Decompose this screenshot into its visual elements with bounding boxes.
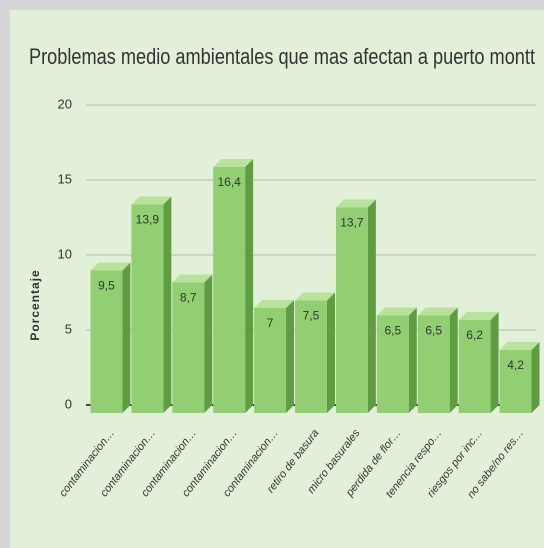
value-label: 13,9 bbox=[136, 213, 160, 227]
y-tick-label: 0 bbox=[65, 396, 72, 411]
value-label: 4,2 bbox=[507, 358, 524, 372]
bar bbox=[90, 270, 123, 413]
bar bbox=[417, 315, 450, 413]
y-tick-label: 20 bbox=[58, 96, 72, 111]
bar-side bbox=[408, 307, 417, 413]
bar-top bbox=[295, 292, 335, 301]
bar-top bbox=[417, 307, 458, 316]
value-label: 13,7 bbox=[340, 216, 364, 230]
y-axis-label: Porcentaje bbox=[28, 269, 42, 340]
value-label: 6,5 bbox=[425, 324, 442, 338]
bar-side bbox=[163, 196, 172, 413]
bar bbox=[499, 350, 532, 413]
bar-top bbox=[90, 262, 131, 271]
value-label: 7,5 bbox=[303, 309, 320, 323]
bar-side bbox=[490, 312, 499, 413]
value-label: 8,7 bbox=[180, 291, 197, 305]
bar-top bbox=[213, 159, 254, 167]
bar-side bbox=[531, 342, 540, 413]
bar-side bbox=[245, 159, 254, 413]
value-label: 6,2 bbox=[466, 328, 483, 342]
bar-side bbox=[286, 300, 295, 413]
chart-title: Problemas medio ambientales que mas afec… bbox=[29, 44, 535, 69]
bar bbox=[254, 308, 287, 413]
bar bbox=[335, 207, 368, 413]
value-label: 6,5 bbox=[384, 324, 401, 338]
value-label: 7 bbox=[267, 316, 274, 330]
value-label: 9,5 bbox=[98, 279, 115, 293]
bar-top bbox=[254, 300, 295, 308]
bar-top bbox=[499, 342, 540, 350]
bar bbox=[131, 204, 164, 413]
bar bbox=[213, 167, 246, 413]
bar-side bbox=[204, 274, 213, 413]
y-tick-label: 10 bbox=[58, 246, 72, 261]
bar bbox=[376, 315, 409, 413]
bar bbox=[295, 300, 327, 413]
bar-top bbox=[376, 307, 417, 316]
y-tick-label: 15 bbox=[58, 171, 72, 186]
bar-side bbox=[122, 262, 131, 413]
bar-top bbox=[335, 199, 376, 208]
bar-side bbox=[449, 307, 458, 413]
bar-top bbox=[458, 312, 499, 320]
bar bbox=[458, 320, 491, 413]
bar-side bbox=[367, 199, 376, 413]
bar bbox=[172, 282, 205, 413]
bar-top bbox=[131, 196, 172, 205]
y-tick-label: 5 bbox=[65, 321, 72, 336]
bar-side bbox=[326, 292, 335, 413]
bar-top bbox=[172, 274, 213, 283]
value-label: 16,4 bbox=[218, 175, 242, 189]
